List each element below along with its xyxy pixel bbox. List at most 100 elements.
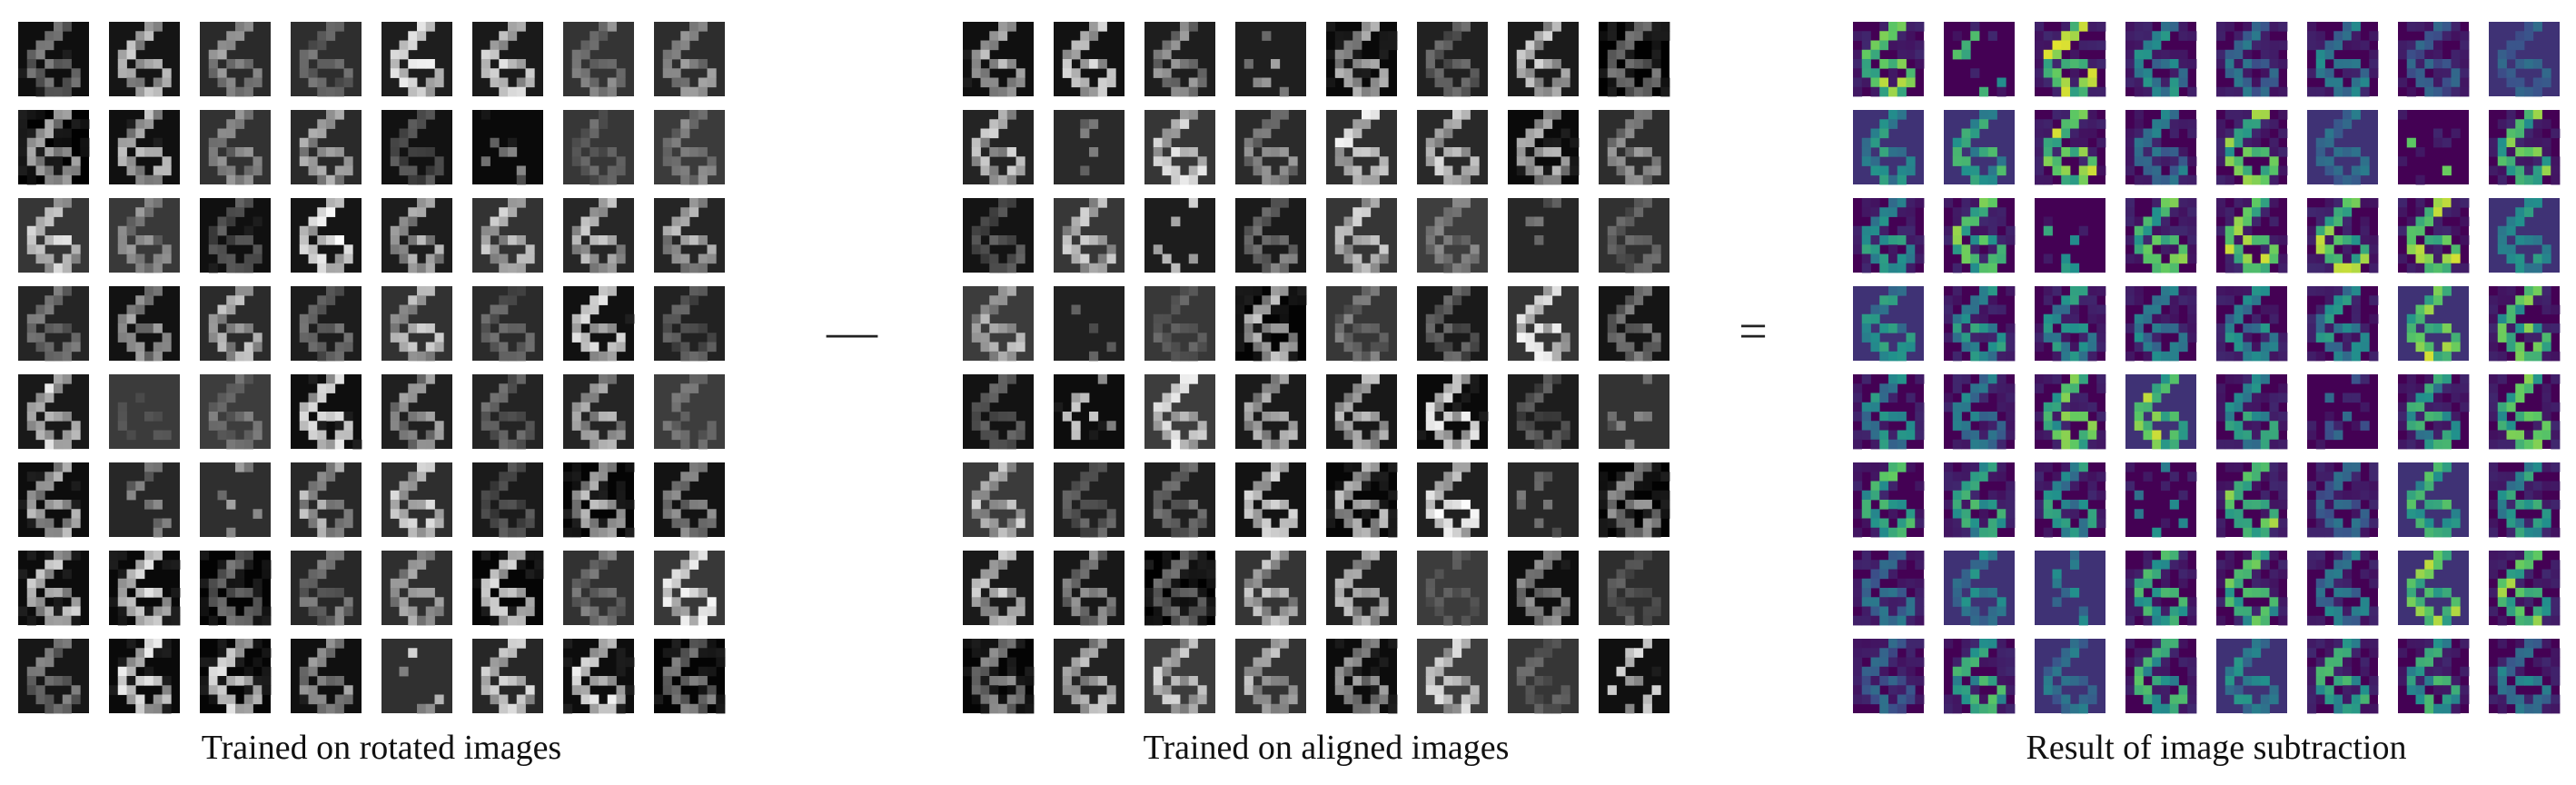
feature-map-cell (381, 639, 452, 714)
feature-map-cell (1599, 110, 1669, 185)
feature-map-cell (1599, 198, 1669, 273)
feature-map-cell (1944, 22, 2015, 97)
feature-map-cell (1944, 462, 2016, 538)
feature-map-cell (291, 639, 362, 714)
feature-map-cell (1417, 639, 1488, 714)
feature-map-cell (1853, 22, 1925, 97)
feature-map-cell (1326, 551, 1397, 626)
feature-map-cell (2125, 639, 2197, 714)
feature-map-cell (1235, 462, 1306, 538)
feature-map-cell (2489, 22, 2560, 97)
feature-map-cell (1508, 462, 1579, 538)
feature-maps-rotated (18, 22, 726, 714)
feature-map-cell (1054, 551, 1125, 626)
feature-map-cell (2216, 639, 2287, 714)
feature-map-cell (381, 110, 452, 185)
feature-map-cell (963, 551, 1034, 626)
caption-rotated: Trained on rotated images (201, 729, 562, 767)
feature-map-cell (1508, 198, 1579, 273)
feature-map-cell (381, 462, 452, 538)
feature-map-cell (1508, 286, 1579, 362)
feature-map-cell (1853, 551, 1925, 626)
panel-difference: Result of image subtraction (1853, 0, 2576, 785)
feature-map-cell (1599, 374, 1669, 450)
feature-map-grid-difference (1853, 22, 2576, 720)
feature-map-cell (1144, 22, 1215, 97)
feature-map-cell (2035, 639, 2105, 714)
feature-map-cell (1853, 198, 1925, 273)
feature-map-cell (1853, 462, 1925, 538)
feature-map-cell (381, 22, 452, 97)
feature-map-cell (1326, 286, 1397, 362)
feature-map-cell (2398, 198, 2470, 273)
feature-map-cell (1853, 374, 1925, 450)
feature-map-cell (1417, 374, 1489, 450)
feature-map-cell (200, 286, 271, 362)
feature-map-cell (1944, 110, 2015, 185)
feature-map-cell (1508, 110, 1580, 185)
feature-map-cell (2307, 286, 2379, 362)
feature-map-cell (2125, 374, 2196, 450)
feature-map-cell (200, 110, 271, 185)
feature-map-cell (2035, 198, 2105, 273)
feature-map-cell (18, 374, 89, 450)
feature-map-cell (563, 639, 635, 714)
feature-map-cell (200, 374, 271, 450)
feature-map-cell (1599, 551, 1669, 626)
feature-map-cell (2398, 639, 2470, 714)
feature-map-cell (1417, 110, 1488, 185)
feature-map-cell (654, 286, 725, 362)
feature-map-cell (654, 639, 726, 714)
feature-map-cell (1054, 462, 1125, 538)
feature-map-cell (18, 462, 89, 538)
feature-map-cell (654, 462, 725, 538)
feature-map-cell (200, 551, 272, 626)
feature-map-cell (563, 110, 634, 185)
feature-map-cell (963, 639, 1035, 714)
feature-map-cell (2489, 462, 2561, 538)
feature-map-cell (1944, 374, 2016, 450)
panel-rotated: Trained on rotated images (18, 0, 745, 785)
feature-map-cell (2035, 374, 2106, 450)
feature-map-cell (1599, 462, 1670, 538)
equals-operator: = (1739, 303, 1768, 360)
feature-map-cell (109, 110, 180, 185)
feature-map-cell (200, 639, 272, 714)
minus-operator: — (827, 303, 877, 360)
feature-map-cell (2035, 462, 2106, 538)
feature-map-cell (291, 198, 362, 273)
feature-map-cell (18, 639, 89, 714)
feature-map-cell (2307, 374, 2378, 450)
feature-map-cell (2035, 286, 2106, 362)
feature-map-cell (2216, 22, 2288, 97)
feature-map-cell (2307, 22, 2379, 97)
feature-map-cell (291, 22, 362, 97)
feature-map-cell (2216, 110, 2288, 185)
feature-map-cell (2307, 110, 2378, 185)
feature-map-cell (291, 286, 362, 362)
feature-map-cell (1944, 639, 2016, 714)
feature-map-cell (1508, 22, 1579, 97)
feature-maps-difference (1853, 22, 2561, 714)
feature-map-cell (109, 462, 180, 538)
feature-map-cell (109, 286, 180, 362)
feature-map-cell (2125, 286, 2197, 362)
feature-map-cell (2398, 462, 2469, 538)
feature-map-cell (200, 198, 271, 273)
feature-map-cell (381, 551, 452, 626)
feature-map-cell (472, 462, 543, 538)
feature-map-cell (563, 22, 634, 97)
feature-map-cell (18, 22, 89, 97)
feature-map-cell (654, 110, 725, 185)
feature-map-cell (1144, 198, 1215, 273)
feature-map-grid-aligned (963, 22, 1689, 720)
feature-map-cell (2489, 639, 2561, 714)
feature-map-cell (381, 286, 452, 362)
feature-map-cell (109, 551, 181, 626)
feature-map-cell (2307, 462, 2379, 538)
feature-map-cell (291, 462, 362, 538)
feature-map-cell (1054, 198, 1125, 273)
feature-map-cell (2125, 110, 2197, 185)
feature-map-cell (1326, 198, 1397, 273)
feature-map-cell (291, 551, 362, 626)
